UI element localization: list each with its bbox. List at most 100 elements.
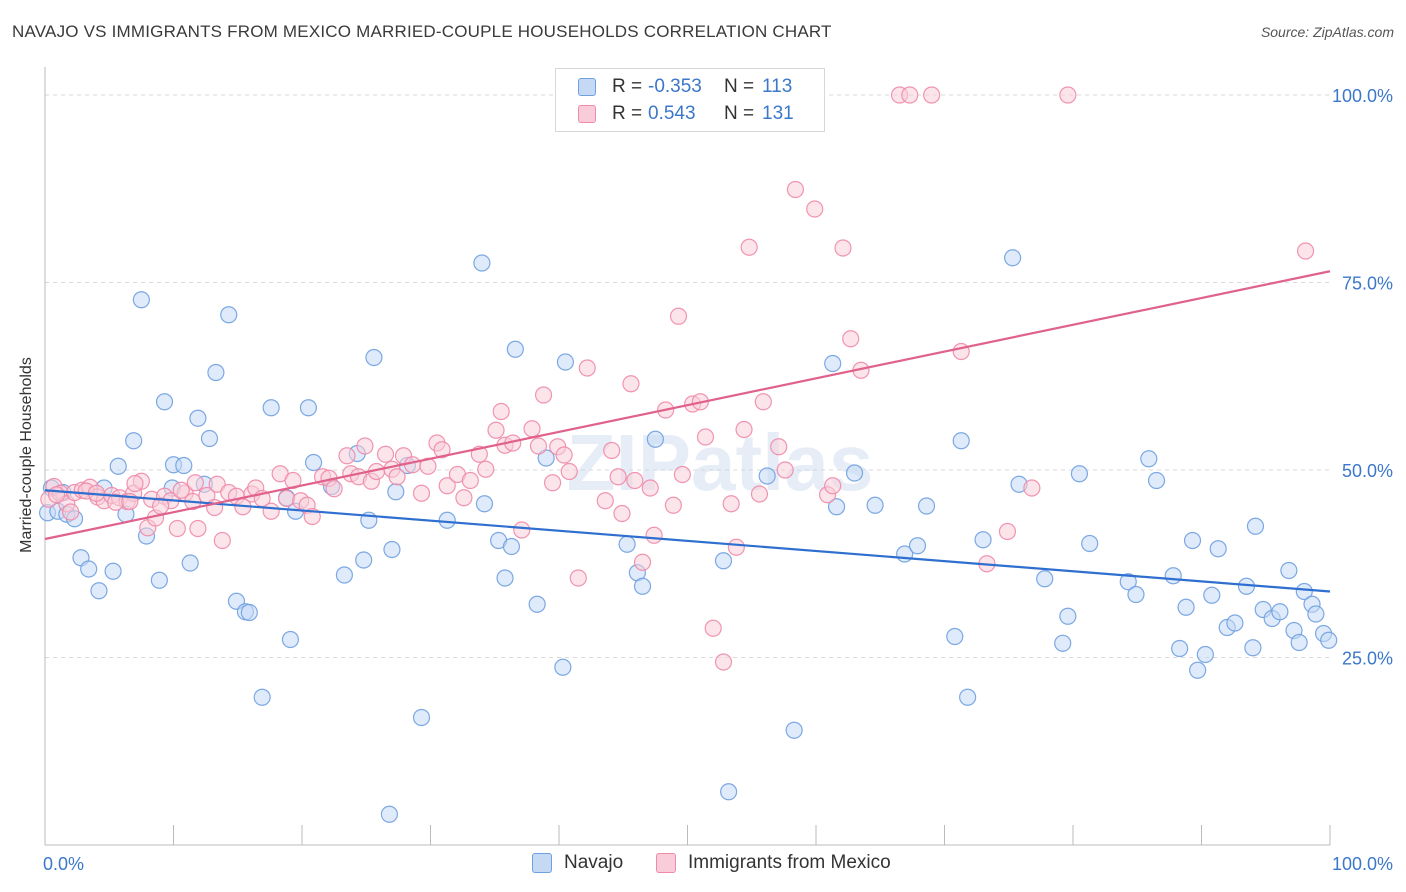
navajo-point-109 — [1307, 605, 1325, 623]
navajo-point-67 — [827, 498, 846, 516]
navajo-point-46 — [412, 708, 431, 727]
navajo-point-100 — [1246, 517, 1265, 535]
mexico-point-61 — [461, 471, 479, 490]
mexico-point-102 — [770, 438, 788, 456]
mexico-point-22 — [189, 519, 207, 538]
navajo-point-38 — [335, 566, 354, 584]
navajo-point-55 — [537, 449, 555, 467]
mexico-point-57 — [433, 441, 451, 459]
x-tick-label-0: 0.0% — [43, 854, 84, 874]
navajo-point-91 — [1183, 531, 1202, 550]
navajo-swatch — [578, 78, 596, 96]
mexico-point-95 — [714, 653, 733, 671]
r-value: -0.353 — [648, 76, 702, 97]
navajo-point-90 — [1177, 598, 1195, 616]
navajo-point-82 — [1070, 465, 1089, 483]
mexico-point-127 — [126, 474, 144, 493]
mexico-point-78 — [596, 492, 614, 510]
mexico-point-26 — [213, 531, 231, 550]
mexico-point-116 — [1023, 479, 1041, 497]
mexico-point-82 — [622, 375, 640, 393]
mexico-point-79 — [603, 441, 621, 460]
navajo-point-40 — [355, 551, 373, 569]
mexico-point-65 — [492, 402, 510, 421]
navajo-point-84 — [1119, 573, 1137, 591]
navajo-point-48 — [473, 254, 491, 272]
y-tick-label-1: 50.0% — [1342, 461, 1393, 481]
mexico-point-108 — [834, 239, 852, 257]
mexico-point-100 — [750, 485, 769, 503]
navajo-point-16 — [150, 571, 168, 589]
mexico-point-19 — [168, 519, 186, 538]
navajo-point-25 — [207, 363, 225, 382]
x-tick-label-1: 100.0% — [1332, 854, 1393, 874]
n-label: N = — [724, 76, 755, 97]
mexico-point-130 — [186, 474, 204, 492]
navajo-point-11 — [109, 457, 127, 475]
mexico-point-93 — [696, 428, 715, 446]
mexico-point-122 — [62, 503, 80, 521]
navajo-point-21 — [181, 554, 199, 572]
legend-item-mexico[interactable]: Immigrants from Mexico — [656, 852, 891, 874]
navajo-point-75 — [959, 688, 977, 706]
navajo-point-68 — [845, 464, 864, 482]
n-label: N = — [724, 103, 755, 124]
navajo-point-7 — [80, 560, 98, 578]
mexico-point-121 — [47, 486, 66, 504]
mexico-point-58 — [438, 477, 456, 495]
mexico-swatch — [578, 105, 596, 123]
navajo-point-35 — [299, 399, 318, 417]
navajo-point-69 — [866, 496, 884, 514]
trendlines — [44, 270, 1331, 593]
r-value: 0.543 — [648, 103, 696, 124]
mexico-point-101 — [754, 393, 772, 411]
navajo-point-51 — [496, 569, 514, 587]
legend-label-mexico: Immigrants from Mexico — [688, 852, 891, 873]
navajo-point-66 — [824, 354, 842, 373]
navajo-point-30 — [253, 688, 271, 706]
navajo-point-93 — [1196, 645, 1214, 664]
navajo-point-87 — [1147, 471, 1166, 490]
navajo-point-88 — [1164, 567, 1182, 585]
r-label: R = — [612, 103, 643, 124]
navajo-point-73 — [946, 627, 964, 646]
mexico-point-88 — [664, 496, 682, 514]
navajo-point-106 — [1290, 633, 1308, 652]
navajo-point-80 — [1054, 634, 1072, 652]
navajo-point-8 — [90, 582, 108, 600]
mexico-point-109 — [842, 330, 860, 348]
series-legend: Navajo Immigrants from Mexico — [0, 852, 1406, 878]
navajo-point-63 — [720, 783, 738, 801]
mexico-point-118 — [1296, 242, 1315, 260]
mexico-point-53 — [403, 456, 422, 474]
navajo-point-10 — [104, 562, 122, 580]
mexico-point-84 — [633, 553, 652, 571]
y-tick-label-3: 100.0% — [1332, 86, 1393, 106]
mexico-point-107 — [824, 477, 842, 495]
mexico-point-68 — [513, 521, 531, 539]
navajo-point-81 — [1059, 607, 1077, 625]
navajo-point-62 — [714, 552, 733, 570]
navajo-trendline — [44, 489, 1331, 593]
navajo-point-58 — [618, 535, 636, 553]
navajo-point-89 — [1171, 639, 1189, 658]
mexico-point-94 — [704, 619, 722, 637]
navajo-point-49 — [475, 495, 494, 513]
mexico-point-99 — [740, 238, 758, 256]
navajo-point-44 — [387, 483, 405, 501]
mexico-point-64 — [487, 421, 505, 439]
source-label: Source: ZipAtlas.com — [1260, 24, 1394, 40]
navajo-point-85 — [1127, 585, 1145, 604]
mexico-point-115 — [998, 522, 1017, 541]
mexico-point-117 — [1059, 86, 1077, 104]
mexico-point-36 — [284, 471, 302, 490]
mexico-point-25 — [208, 475, 226, 493]
mexico-point-105 — [806, 200, 824, 218]
mexico-point-120 — [901, 86, 919, 104]
legend-item-navajo[interactable]: Navajo — [532, 852, 623, 874]
navajo-point-29 — [240, 603, 258, 622]
chart-title: NAVAJO VS IMMIGRANTS FROM MEXICO MARRIED… — [12, 22, 832, 41]
mexico-point-46 — [356, 437, 374, 455]
navajo-point-111 — [1320, 631, 1338, 649]
